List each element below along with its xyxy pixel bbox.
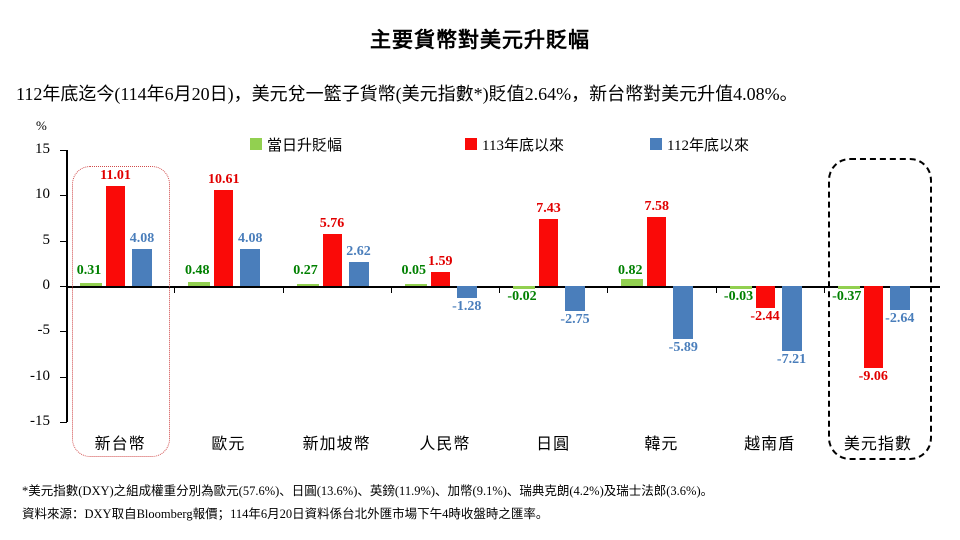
legend-swatch-icon bbox=[465, 138, 477, 150]
legend-item-3[interactable]: 112年底以來 bbox=[650, 133, 749, 155]
y-axis-tick-label: -5 bbox=[37, 322, 51, 339]
bar-歐元-112年底以來[interactable] bbox=[240, 249, 261, 286]
bar-美元指數-113年底以來[interactable] bbox=[863, 286, 883, 369]
bar-日圓-112年底以來[interactable] bbox=[565, 286, 585, 311]
bar-越南盾-當日升貶幅[interactable] bbox=[729, 286, 752, 289]
y-axis-tick bbox=[60, 195, 67, 197]
legend-swatch-icon bbox=[250, 138, 262, 150]
x-axis-category-label-6: 韓元 bbox=[644, 436, 679, 453]
bar-新加坡幣-113年底以來[interactable] bbox=[322, 233, 342, 286]
bar-美元指數-當日升貶幅[interactable] bbox=[837, 286, 860, 290]
bar-新加坡幣-當日升貶幅[interactable] bbox=[296, 283, 319, 286]
y-axis-tick-label: 15 bbox=[35, 141, 50, 157]
bar-value-label: -0.37 bbox=[832, 289, 862, 304]
bar-value-label: 4.08 bbox=[238, 231, 263, 246]
bar-韓元-112年底以來[interactable] bbox=[673, 286, 694, 340]
bar-value-label: -2.44 bbox=[750, 309, 780, 325]
y-axis-tick-label: 0 bbox=[42, 277, 51, 293]
legend-swatch-icon bbox=[650, 138, 662, 150]
legend-label: 112年底以來 bbox=[667, 137, 749, 154]
bar-value-label: -2.64 bbox=[885, 310, 915, 326]
bar-新加坡幣-112年底以來[interactable] bbox=[348, 262, 369, 286]
x-axis-zero-line bbox=[66, 286, 940, 288]
bar-value-label: 0.05 bbox=[401, 263, 427, 278]
x-axis-category-label-7: 越南盾 bbox=[744, 436, 796, 453]
bar-韓元-113年底以來[interactable] bbox=[647, 217, 667, 286]
y-axis-tick-label: 5 bbox=[42, 231, 51, 248]
y-axis-tick bbox=[60, 376, 67, 378]
bar-value-label: -5.89 bbox=[668, 340, 698, 356]
bar-新台幣-113年底以來[interactable] bbox=[106, 186, 125, 286]
bar-value-label: -0.02 bbox=[507, 289, 537, 304]
bar-value-label: -7.21 bbox=[776, 352, 807, 368]
bar-value-label: -9.06 bbox=[858, 369, 888, 385]
subtitle-text: 112年底迄今(114年6月20日)，美元兌一籃子貨幣(美元指數*)貶值2.64… bbox=[16, 84, 798, 104]
bar-value-label: 11.01 bbox=[100, 168, 131, 184]
bar-韓元-當日升貶幅[interactable] bbox=[621, 278, 644, 286]
bar-value-label: 0.27 bbox=[293, 263, 318, 278]
legend-item-2[interactable]: 113年底以來 bbox=[465, 133, 564, 155]
y-axis-tick-label: -10 bbox=[30, 367, 50, 384]
bar-歐元-當日升貶幅[interactable] bbox=[188, 281, 211, 286]
legend-label: 113年底以來 bbox=[482, 137, 564, 154]
x-axis-group-separator bbox=[607, 286, 609, 293]
footnote-dxy-weights: *美元指數(DXY)之組成權重分別為歐元(57.6%)、日圓(13.6%)、英鎊… bbox=[22, 484, 714, 498]
bar-value-label: -0.03 bbox=[723, 289, 754, 304]
bar-日圓-當日升貶幅[interactable] bbox=[513, 286, 535, 289]
y-axis-tick bbox=[60, 150, 67, 151]
x-axis-group-separator bbox=[282, 286, 284, 293]
y-axis-tick-label: -15 bbox=[30, 413, 50, 429]
bar-新台幣-當日升貶幅[interactable] bbox=[80, 283, 102, 286]
y-axis-tick bbox=[60, 286, 67, 287]
bar-人民幣-113年底以來[interactable] bbox=[430, 271, 450, 286]
legend-item-1[interactable]: 當日升貶幅 bbox=[250, 133, 342, 155]
bar-value-label: 4.08 bbox=[129, 231, 155, 246]
bar-value-label: 10.61 bbox=[208, 171, 240, 187]
footnote-source: 資料來源：DXY取自Bloomberg報價；114年6月20日資料係台北外匯市場… bbox=[22, 507, 549, 521]
page-title: 主要貨幣對美元升貶幅 bbox=[370, 28, 590, 52]
y-axis-unit-label: % bbox=[36, 118, 47, 133]
x-axis-category-label-8: 美元指數 bbox=[843, 436, 912, 453]
x-axis-category-label-3: 新加坡幣 bbox=[302, 436, 371, 453]
bar-越南盾-113年底以來[interactable] bbox=[755, 286, 775, 309]
x-axis-group-separator bbox=[823, 286, 825, 293]
bar-越南盾-112年底以來[interactable] bbox=[781, 286, 802, 352]
bar-value-label: 0.31 bbox=[76, 263, 102, 278]
bar-value-label: 1.59 bbox=[428, 253, 453, 269]
x-axis-group-separator bbox=[174, 286, 176, 293]
bar-日圓-113年底以來[interactable] bbox=[539, 218, 558, 286]
bar-value-label: 0.48 bbox=[185, 263, 210, 278]
bar-value-label: 2.62 bbox=[346, 244, 371, 260]
bar-value-label: 7.43 bbox=[536, 200, 561, 216]
x-axis-category-label-4: 人民幣 bbox=[419, 436, 471, 453]
bar-新台幣-112年底以來[interactable] bbox=[132, 249, 152, 286]
chart-plot-area: 15 10 5 0 -5 -10 -15 0.31 11.01 4.08 新台幣 0.48 10.61 4… bbox=[0, 140, 960, 460]
x-axis-group-separator bbox=[499, 286, 500, 293]
x-axis-group-separator bbox=[390, 286, 392, 293]
x-axis-category-label-1: 新台幣 bbox=[94, 436, 146, 453]
bar-value-label: -2.75 bbox=[560, 311, 590, 327]
y-axis-tick bbox=[60, 240, 67, 242]
bar-人民幣-112年底以來[interactable] bbox=[456, 286, 477, 298]
bar-value-label: -1.28 bbox=[452, 298, 482, 314]
x-axis-group-separator bbox=[715, 286, 717, 293]
bar-value-label: 0.82 bbox=[618, 263, 643, 278]
y-axis-tick-label: 10 bbox=[35, 186, 50, 203]
chart-legend: 當日升貶幅 113年底以來 112年底以來 bbox=[250, 133, 810, 155]
bar-歐元-113年底以來[interactable] bbox=[214, 189, 234, 286]
bar-value-label: 5.76 bbox=[319, 215, 345, 231]
x-axis-category-label-5: 日圓 bbox=[536, 436, 571, 453]
bar-人民幣-當日升貶幅[interactable] bbox=[404, 283, 427, 286]
y-axis-tick bbox=[60, 422, 67, 423]
y-axis-tick bbox=[60, 331, 67, 333]
x-axis-category-label-2: 歐元 bbox=[211, 436, 246, 453]
legend-label: 當日升貶幅 bbox=[267, 137, 343, 154]
bar-美元指數-112年底以來[interactable] bbox=[889, 286, 910, 310]
bar-value-label: 7.58 bbox=[644, 199, 670, 215]
